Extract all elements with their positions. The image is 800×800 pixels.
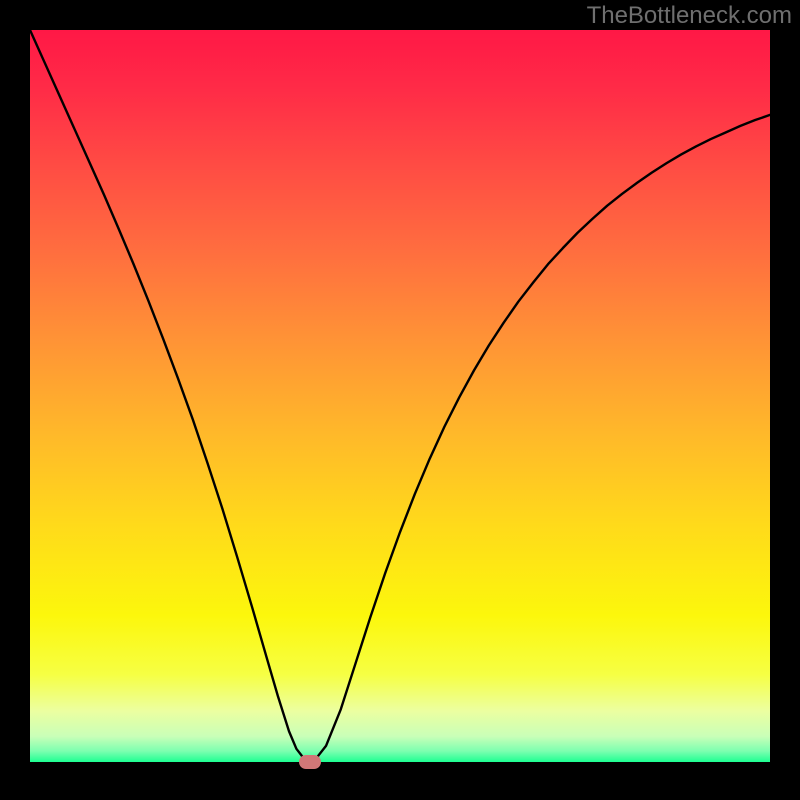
- plot-area: [30, 30, 770, 762]
- optimum-marker: [299, 755, 321, 769]
- watermark-text: TheBottleneck.com: [587, 2, 792, 30]
- bottleneck-chart: TheBottleneck.com: [0, 0, 800, 800]
- bottleneck-curve: [30, 30, 770, 762]
